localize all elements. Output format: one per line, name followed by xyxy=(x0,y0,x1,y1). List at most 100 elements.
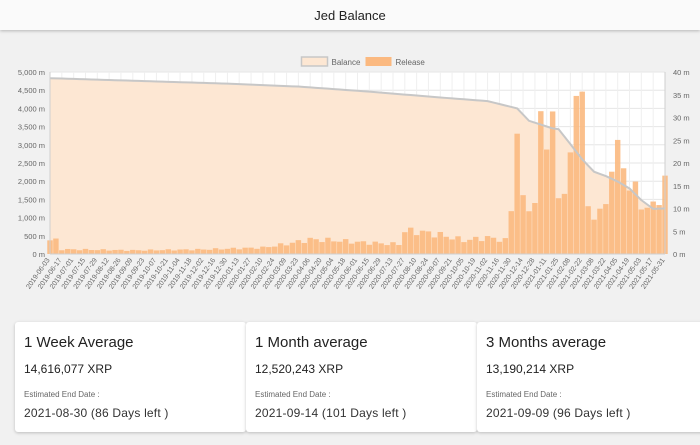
release-bar xyxy=(195,248,201,254)
release-bar xyxy=(549,111,556,254)
release-bar xyxy=(130,249,136,254)
y-left-tick-label: 1,500 m xyxy=(18,195,45,204)
card-amount: 14,616,077 XRP xyxy=(24,362,113,376)
card-end-label: Estimated End Date : xyxy=(24,390,100,399)
card-end-value: 2021-08-30 (86 Days left ) xyxy=(24,406,169,420)
release-bar xyxy=(135,250,142,254)
release-bar xyxy=(538,111,544,255)
release-bar xyxy=(112,249,118,254)
card-amount: 12,520,243 XRP xyxy=(255,362,344,376)
app-bar: Jed Balance xyxy=(0,0,700,30)
release-bar xyxy=(266,247,272,254)
release-bar xyxy=(118,249,124,254)
release-bar xyxy=(632,181,639,254)
y-right-tick-label: 10 m xyxy=(673,205,690,214)
release-bar xyxy=(224,248,231,254)
release-bar xyxy=(514,133,520,254)
release-bar xyxy=(656,205,662,254)
release-bar xyxy=(473,236,479,254)
release-bar xyxy=(59,250,65,254)
legend: Balance Release xyxy=(300,56,426,67)
release-bar xyxy=(206,249,213,254)
release-bar xyxy=(626,190,633,254)
y-left-tick-label: 4,000 m xyxy=(18,104,45,113)
release-bar xyxy=(378,243,384,254)
legend-balance-label: Balance xyxy=(332,58,361,67)
release-bar xyxy=(53,238,59,254)
y-left-tick-label: 3,500 m xyxy=(18,123,45,132)
y-right-tick-label: 20 m xyxy=(673,159,690,168)
release-bar xyxy=(408,227,414,254)
release-bar xyxy=(461,242,467,254)
release-bar xyxy=(384,245,390,254)
release-bar xyxy=(573,95,580,254)
chart-svg: 0 m 500 m 1,000 m 1,500 m 2,000 m 2,500 m 3,00… xyxy=(18,56,690,290)
y-left-tick-label: 2,000 m xyxy=(18,177,45,186)
y-right-tick-label: 35 m xyxy=(673,91,690,100)
y-left-tick-label: 3,000 m xyxy=(18,141,45,150)
release-bar xyxy=(591,219,597,254)
release-bar xyxy=(544,149,550,254)
release-bar xyxy=(431,237,438,254)
release-bar xyxy=(189,250,195,254)
release-bar xyxy=(260,246,266,254)
release-bar xyxy=(443,236,449,254)
release-bar xyxy=(372,241,378,254)
release-bar xyxy=(307,237,313,254)
release-bar xyxy=(65,248,71,254)
card-1-month: 1 Month average 12,520,243 XRP Estimated… xyxy=(246,322,477,432)
release-bar xyxy=(331,241,337,254)
y-right-tick-label: 30 m xyxy=(673,114,690,123)
card-amount: 13,190,214 XRP xyxy=(486,362,575,376)
release-bar xyxy=(76,250,83,254)
card-title: 3 Months average xyxy=(486,334,607,351)
card-1-week: 1 Week Average 14,616,077 XRP Estimated … xyxy=(15,322,246,432)
release-bar xyxy=(585,206,591,254)
y-right-tick-label: 15 m xyxy=(673,182,690,191)
release-bar xyxy=(532,203,538,254)
release-bar xyxy=(390,242,396,254)
y-right-tick-label: 25 m xyxy=(673,136,690,145)
release-bar xyxy=(419,230,426,254)
release-bar xyxy=(289,242,296,254)
y-left-tick-label: 2,500 m xyxy=(18,159,45,168)
release-bar xyxy=(478,241,485,254)
release-bar xyxy=(354,241,361,254)
release-bar xyxy=(94,250,101,254)
card-end-label: Estimated End Date : xyxy=(486,390,562,399)
balance-area xyxy=(50,78,665,254)
release-bar xyxy=(124,250,130,254)
release-bar xyxy=(183,249,189,254)
release-bar xyxy=(82,248,89,254)
release-bar xyxy=(561,193,568,254)
release-bar xyxy=(579,91,585,255)
release-bar xyxy=(283,245,290,254)
card-3-months: 3 Months average 13,190,214 XRP Estimate… xyxy=(477,322,700,432)
release-bar xyxy=(644,207,650,254)
card-end-value: 2021-09-14 (101 Days left ) xyxy=(255,406,407,420)
release-bar xyxy=(248,247,254,254)
release-bar xyxy=(603,204,609,254)
y-left-tick-label: 5,000 m xyxy=(18,68,45,77)
legend-release-label: Release xyxy=(396,58,426,67)
release-bar xyxy=(555,198,562,254)
y-left-tick-label: 4,500 m xyxy=(18,86,45,95)
release-bar xyxy=(236,249,242,254)
release-bar xyxy=(218,249,225,254)
release-bar xyxy=(212,248,219,254)
release-bar xyxy=(100,249,106,254)
y-right-tick-label: 0 m xyxy=(673,250,686,259)
release-bar xyxy=(106,250,112,254)
release-bar xyxy=(396,245,402,254)
release-bar xyxy=(301,242,307,254)
release-bar xyxy=(165,249,171,254)
card-end-value: 2021-09-09 (96 Days left ) xyxy=(486,406,631,420)
release-bar xyxy=(159,250,166,254)
y-left-tick-label: 0 m xyxy=(32,250,45,259)
release-bar xyxy=(230,247,237,254)
legend-balance-swatch xyxy=(300,56,329,67)
release-bar xyxy=(508,211,514,254)
release-bar xyxy=(201,249,207,254)
y-right-tick-label: 40 m xyxy=(673,68,690,77)
release-bar xyxy=(402,232,408,254)
